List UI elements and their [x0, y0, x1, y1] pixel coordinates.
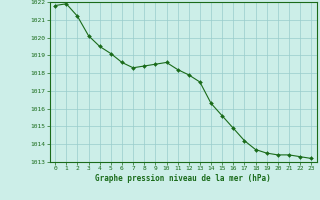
X-axis label: Graphe pression niveau de la mer (hPa): Graphe pression niveau de la mer (hPa)	[95, 174, 271, 183]
